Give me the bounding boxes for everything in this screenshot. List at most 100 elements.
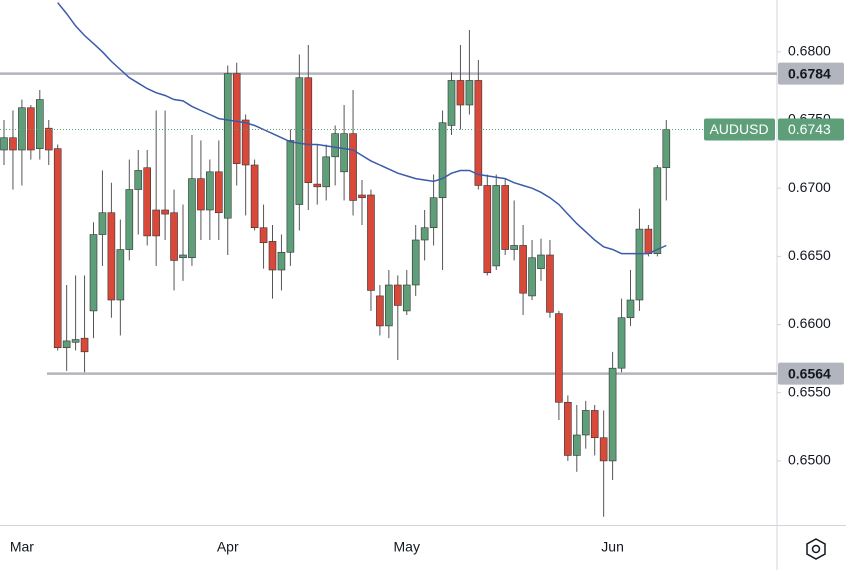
- level-label: 0.6784: [788, 65, 831, 81]
- candle-body: [429, 197, 438, 229]
- candle-body: [358, 194, 366, 199]
- candle-body: [215, 171, 223, 214]
- x-tick-label: Mar: [10, 539, 34, 555]
- candle-body: [599, 437, 608, 462]
- candle-body: [125, 189, 134, 250]
- candle-body: [116, 249, 125, 301]
- candle-body: [206, 171, 214, 211]
- y-tick-label: 0.6700: [788, 179, 831, 195]
- y-tick-label: 0.6500: [788, 452, 831, 468]
- candle-body: [161, 209, 169, 215]
- candle-body: [250, 164, 259, 229]
- candle-body: [438, 122, 447, 199]
- candle-body: [27, 107, 35, 151]
- settings-dot: [811, 544, 821, 554]
- candle-body: [0, 137, 8, 151]
- candle-body: [286, 140, 295, 253]
- candle-body: [367, 194, 375, 291]
- candle-body: [644, 228, 653, 254]
- candle-body: [304, 77, 313, 184]
- candle-body: [44, 127, 53, 151]
- candle-body: [528, 257, 536, 297]
- x-tick-label: May: [394, 539, 420, 555]
- level-label: 0.6564: [788, 365, 831, 381]
- candle-body: [322, 156, 331, 188]
- symbol-label: AUDUSD: [709, 121, 768, 137]
- candle-body: [447, 80, 456, 126]
- candle-body: [35, 99, 44, 149]
- level-badge: [778, 62, 844, 85]
- candle-body: [295, 77, 304, 205]
- candle-body: [107, 212, 116, 301]
- candle-body: [232, 73, 241, 164]
- candle-body: [9, 137, 17, 151]
- candle-body: [385, 284, 393, 327]
- last-price-label: 0.6743: [788, 121, 831, 137]
- candle-body: [456, 80, 465, 106]
- candle-body: [268, 241, 277, 271]
- candle-body: [223, 73, 232, 219]
- candle-body: [590, 410, 599, 439]
- candle-body: [564, 401, 572, 456]
- candle-body: [170, 212, 178, 261]
- candle-body: [393, 284, 402, 306]
- candle-body: [376, 295, 384, 327]
- candle-body: [53, 148, 62, 349]
- candle-body: [608, 367, 617, 462]
- candle-body: [62, 340, 71, 349]
- candle-body: [653, 167, 662, 254]
- candle-body: [662, 129, 671, 169]
- candle-body: [483, 185, 492, 274]
- settings-icon[interactable]: [806, 538, 826, 560]
- candle-body: [197, 178, 205, 211]
- candle-body: [313, 183, 322, 188]
- candle-body: [465, 80, 474, 106]
- candle-body: [474, 80, 483, 186]
- candle-body: [546, 254, 554, 313]
- candle-body: [537, 254, 545, 269]
- settings-hexagon: [806, 538, 826, 560]
- candle-body: [143, 167, 151, 237]
- candle-body: [501, 185, 510, 250]
- candle-body: [581, 410, 590, 436]
- candle-body: [626, 299, 635, 319]
- candle-body: [188, 178, 196, 259]
- candle-body: [80, 337, 89, 353]
- y-tick-label: 0.6550: [788, 383, 831, 399]
- candle-body: [617, 317, 626, 369]
- candle-body: [519, 245, 527, 294]
- symbol-badge: [704, 118, 775, 141]
- candle-body: [89, 234, 98, 312]
- candle-body: [510, 245, 518, 250]
- candle-body: [98, 212, 107, 235]
- candle-body: [18, 107, 26, 151]
- moving-average-line: [57, 2, 667, 255]
- x-tick-label: Apr: [217, 539, 239, 555]
- x-tick-label: Jun: [601, 539, 624, 555]
- candle-body: [555, 313, 563, 403]
- candle-body: [635, 228, 644, 301]
- candle-body: [349, 133, 357, 201]
- candle-body: [241, 119, 250, 166]
- candle-body: [331, 133, 339, 158]
- candle-body: [134, 170, 143, 190]
- candle-body: [277, 251, 286, 271]
- candle-body: [492, 185, 501, 267]
- candle-body: [259, 227, 268, 244]
- candle-body: [572, 434, 581, 456]
- y-tick-label: 0.6650: [788, 247, 831, 263]
- candle-body: [71, 339, 80, 343]
- candle-body: [340, 133, 348, 173]
- y-tick-label: 0.6800: [788, 43, 831, 59]
- candle-body: [179, 254, 187, 259]
- level-badge: [778, 362, 844, 385]
- last-price-badge: [778, 118, 844, 141]
- y-tick-label: 0.6600: [788, 315, 831, 331]
- candle-body: [402, 284, 411, 312]
- candle-body: [420, 227, 429, 241]
- candle-body: [411, 239, 420, 286]
- plot-area: [0, 2, 777, 517]
- candle-body: [152, 209, 160, 237]
